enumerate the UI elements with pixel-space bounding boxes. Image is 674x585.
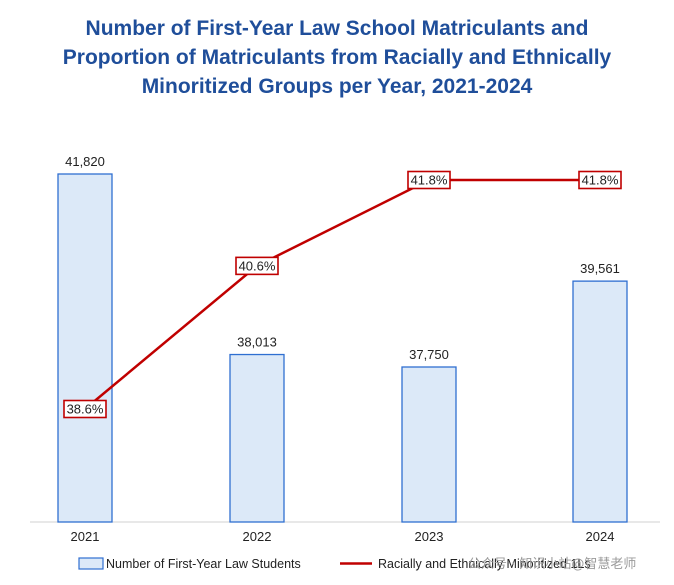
line-series: 38.6% 40.6% 41.8% 41.8% xyxy=(63,170,622,419)
legend-line-label: Racially and Ethnically Minoritized 1Ls xyxy=(378,557,591,571)
title-line-1: Number of First-Year Law School Matricul… xyxy=(85,17,589,40)
title-line-2: Proportion of Matriculants from Racially… xyxy=(62,46,612,69)
title-line-3: Minoritized Groups per Year, 2021-2024 xyxy=(141,75,533,98)
line-point-box-2021 xyxy=(63,399,107,419)
x-tick-label-2024: 2024 xyxy=(586,529,615,544)
bar-value-labels: 41,820 38,013 37,750 39,561 xyxy=(65,154,620,362)
legend: Number of First-Year Law Students Raciall… xyxy=(78,557,591,571)
x-tick-label-2023: 2023 xyxy=(415,529,444,544)
x-tick-label-2021: 2021 xyxy=(71,529,100,544)
line-point-label-2024: 41.8% xyxy=(582,173,619,188)
bar-series xyxy=(57,173,628,523)
bar-value-label-2024: 39,561 xyxy=(580,261,620,276)
legend-bar-swatch xyxy=(78,557,104,570)
x-tick-label-2022: 2022 xyxy=(243,529,272,544)
bar-value-label-2022: 38,013 xyxy=(237,335,277,350)
line-point-label-2021: 38.6% xyxy=(67,402,104,417)
bar-value-label-2021: 41,820 xyxy=(65,154,105,169)
line-point-label-2023: 41.8% xyxy=(411,173,448,188)
line-point-label-2022: 40.6% xyxy=(239,258,276,273)
x-tick-labels: 2021 2022 2023 2024 xyxy=(71,529,615,544)
line-path xyxy=(84,178,600,410)
line-point-box-2023 xyxy=(407,170,451,190)
line-point-box-2022 xyxy=(235,256,279,276)
bar-2023 xyxy=(401,366,457,523)
chart-title: Number of First-Year Law School Matricul… xyxy=(0,14,674,101)
bar-2024 xyxy=(572,280,628,523)
line-point-box-2024 xyxy=(578,170,622,190)
legend-bar-label: Number of First-Year Law Students xyxy=(106,557,301,571)
bar-2021 xyxy=(57,173,113,523)
bar-value-label-2023: 37,750 xyxy=(409,347,449,362)
watermark-text: 公众号 · 知识小站@智慧老师 xyxy=(468,556,636,572)
bar-2022 xyxy=(229,353,285,523)
